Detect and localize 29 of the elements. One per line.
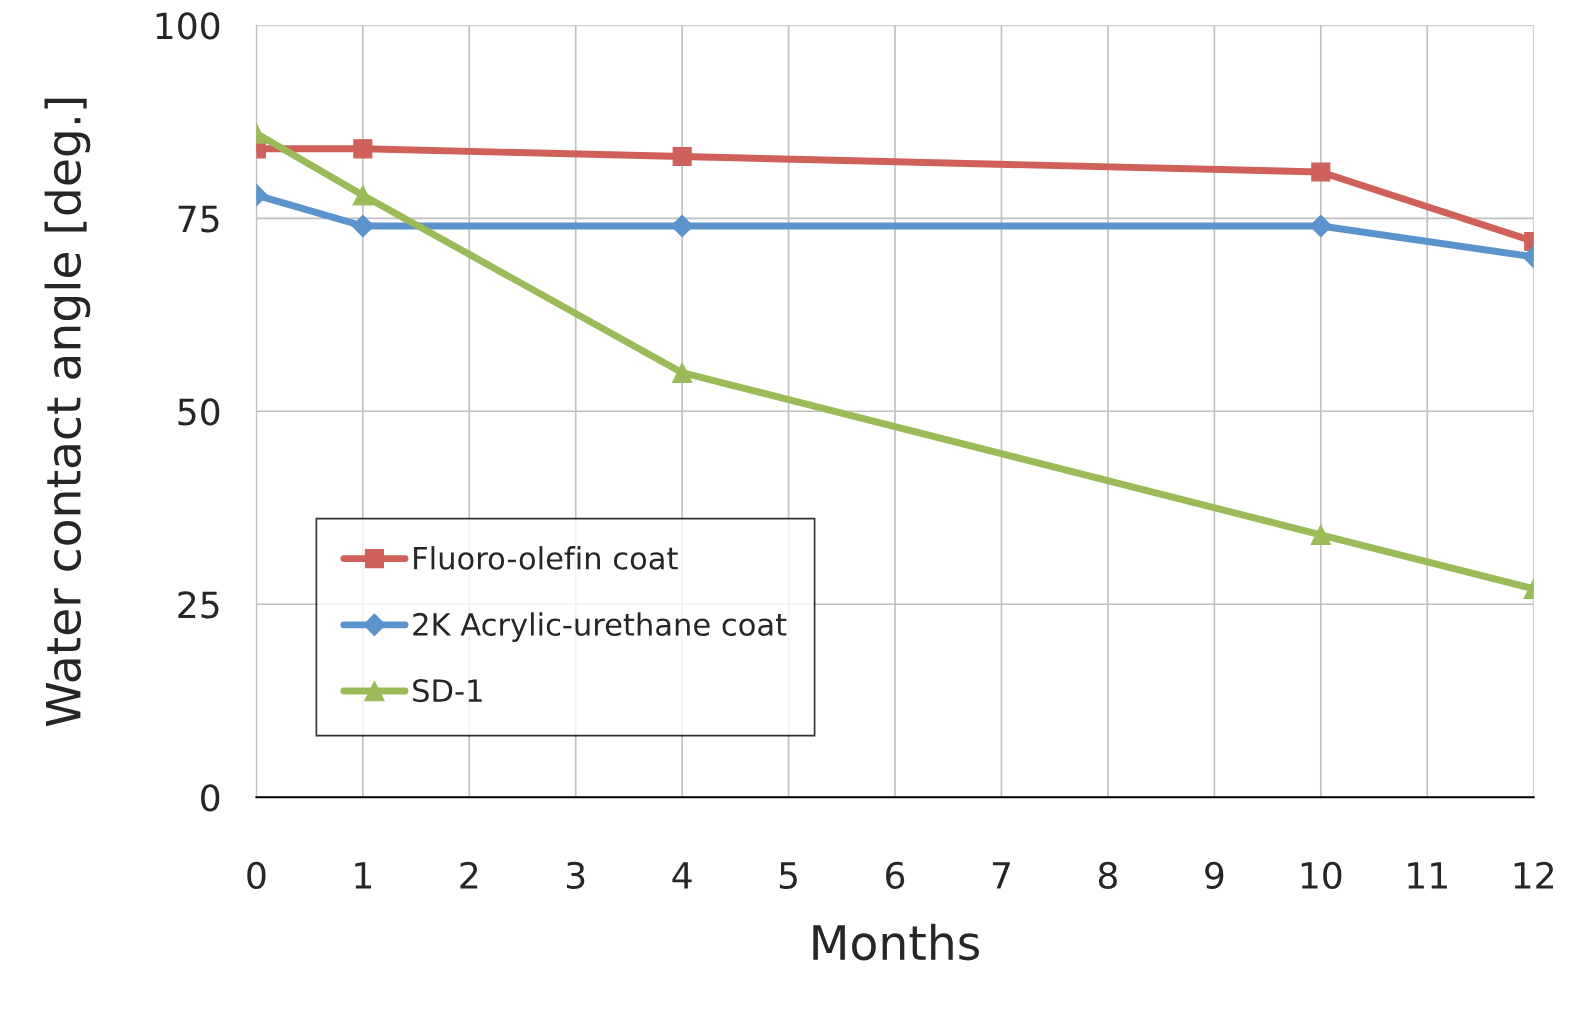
point	[352, 184, 374, 206]
point	[353, 139, 373, 159]
point	[351, 214, 375, 238]
x-axis-title: Months	[813, 923, 980, 961]
x-tick-label: 12	[1514, 861, 1554, 889]
y-tick-label: 0	[201, 784, 220, 812]
point	[670, 214, 694, 238]
x-tick-label: 7	[992, 862, 1010, 889]
point	[671, 362, 693, 383]
x-tick-label: 4	[672, 862, 692, 889]
y-tick-label: 75	[178, 205, 219, 233]
x-tick-label: 10	[1301, 861, 1342, 890]
legend-label: 2K Acrylic-urethane coat	[413, 612, 787, 642]
point	[672, 147, 692, 167]
y-axis-title: Water contact angle [deg.]	[44, 98, 91, 727]
x-tick-label: 3	[566, 861, 585, 890]
legend-label: SD-1	[413, 679, 482, 703]
x-tick-label: 8	[1098, 861, 1117, 890]
x-tick-label: 9	[1205, 861, 1224, 890]
x-tick-label: 11	[1408, 862, 1447, 889]
x-tick-label: 2	[460, 861, 478, 889]
y-tick-label: 100	[156, 12, 220, 40]
y-tick-label: 25	[178, 591, 219, 619]
x-tick-label: 6	[886, 861, 905, 890]
x-tick-label: 0	[247, 861, 266, 890]
x-tick-label: 1	[355, 862, 371, 889]
y-tick-label: 50	[178, 398, 220, 426]
x-tick-label: 5	[779, 862, 797, 890]
legend-label: Fluoro-olefin coat	[414, 546, 678, 570]
